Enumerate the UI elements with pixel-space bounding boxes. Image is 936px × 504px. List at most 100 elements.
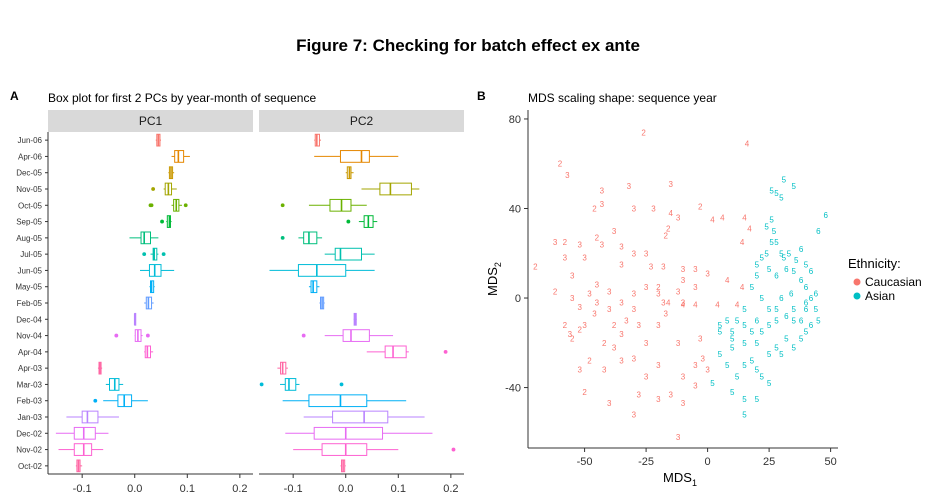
legend-key-asian (853, 292, 861, 300)
mds-point-caucasian: 3 (632, 410, 637, 419)
mds-point-caucasian: 3 (681, 399, 686, 408)
box-pc1-Jul-05 (142, 247, 166, 261)
mds-point-caucasian: 2 (558, 160, 563, 169)
mds-point-asian: 5 (725, 361, 730, 370)
mds-point-caucasian: 3 (595, 281, 600, 290)
mds-point-caucasian: 3 (582, 321, 587, 330)
box-iqr (81, 410, 99, 424)
box-pc2-Mar-03 (259, 378, 344, 391)
mds-point-asian: 5 (767, 350, 772, 359)
mds-point-asian: 5 (791, 182, 796, 191)
outlier-point (183, 203, 188, 208)
panel-b: B MDS scaling shape: sequence year -50 -2… (477, 89, 922, 488)
mds-point-caucasian: 3 (636, 390, 641, 399)
mds-point-caucasian: 4 (693, 301, 698, 310)
category-label: Mar-03 (17, 380, 43, 389)
box-pc2-Jun-06 (314, 133, 322, 147)
mds-point-asian: 6 (809, 321, 814, 330)
pc1-boxes (55, 133, 190, 473)
mds-point-asian: 6 (816, 227, 821, 236)
mds-point-caucasian: 3 (568, 330, 573, 339)
category-label: Jun-06 (18, 136, 43, 145)
mds-point-asian: 5 (767, 305, 772, 314)
box-pc2-Apr-03 (277, 361, 288, 375)
mds-y-tick-label: 0 (515, 293, 521, 305)
mds-point-caucasian: 3 (668, 390, 673, 399)
mds-point-caucasian: 2 (656, 283, 661, 292)
box-pc2-Oct-05 (280, 198, 367, 212)
mds-point-asian: 5 (769, 238, 774, 247)
mds-point-asian: 5 (725, 316, 730, 325)
mds-point-asian: 6 (809, 294, 814, 303)
mds-point-caucasian: 3 (656, 321, 661, 330)
category-label: Apr-06 (18, 152, 43, 161)
mds-point-caucasian: 3 (600, 187, 605, 196)
mds-point-caucasian: 2 (664, 231, 669, 240)
box-pc2-Oct-02 (340, 459, 346, 473)
mds-x-tick-label: -50 (577, 456, 593, 468)
category-label: Oct-05 (18, 201, 43, 210)
mds-x-tick-label: -25 (638, 456, 654, 468)
box-pc2-Jan-03 (303, 410, 425, 424)
mds-point-asian: 5 (742, 361, 747, 370)
mds-point-asian: 5 (804, 260, 809, 269)
panel-a-subtitle: Box plot for first 2 PCs by year-month o… (48, 91, 316, 105)
mds-point-caucasian: 2 (533, 263, 538, 272)
box-pc2-Dec-04 (353, 312, 357, 326)
outlier-point (145, 333, 150, 338)
mds-point-caucasian: 3 (636, 321, 641, 330)
mds-point-caucasian: 3 (693, 361, 698, 370)
outlier-point (151, 187, 156, 191)
outlier-point (93, 398, 98, 403)
mds-point-caucasian: 3 (607, 287, 612, 296)
mds-point-caucasian: 4 (740, 238, 745, 247)
x-tick-label: 0.1 (391, 483, 406, 495)
category-label: Dec-04 (16, 315, 42, 324)
mds-point-caucasian: 3 (681, 265, 686, 274)
mds-point-caucasian: 4 (735, 301, 740, 310)
box-pc2-Nov-04 (301, 329, 394, 342)
mds-point-caucasian: 3 (664, 310, 669, 319)
mds-y-tick-label: -40 (505, 383, 521, 395)
mds-point-caucasian: 3 (624, 316, 629, 325)
x-tick-label: 0.1 (180, 483, 195, 495)
strip-pc1 (48, 110, 253, 132)
outlier-point (301, 333, 306, 338)
mds-point-asian: 5 (735, 316, 740, 325)
mds-point-caucasian: 2 (587, 357, 592, 366)
mds-x-tick-label: 25 (763, 456, 775, 468)
mds-point-caucasian: 3 (693, 283, 698, 292)
legend: Ethnicity: Caucasian Asian (848, 256, 922, 303)
mds-point-asian: 6 (779, 294, 784, 303)
mds-point-asian: 5 (816, 316, 821, 325)
mds-point-caucasian: 4 (666, 299, 671, 308)
category-label: Nov-02 (16, 446, 42, 455)
mds-point-caucasian: 4 (725, 276, 730, 285)
mds-point-caucasian: 3 (661, 263, 666, 272)
mds-point-caucasian: 3 (570, 272, 575, 281)
mds-point-caucasian: 3 (582, 254, 587, 263)
mds-point-asian: 5 (774, 343, 779, 352)
mds-point-asian: 5 (799, 334, 804, 343)
box-pc1-Jan-03 (66, 410, 119, 424)
box-iqr (73, 426, 96, 440)
panel-a-x-ticks: -0.1 0.0 0.1 0.2 -0.1 0.0 0.1 0.2 (73, 474, 459, 495)
panel-a: A Box plot for first 2 PCs by year-month… (10, 89, 464, 495)
mds-point-caucasian: 3 (649, 263, 654, 272)
legend-label-caucasian: Caucasian (865, 275, 922, 289)
legend-title: Ethnicity: (848, 256, 901, 271)
mds-point-caucasian: 3 (661, 299, 666, 308)
mds-x-tick-label: 50 (824, 456, 836, 468)
box-pc1-Mar-03 (105, 378, 124, 391)
mds-point-asian: 6 (799, 276, 804, 285)
box-pc1-Jun-05 (139, 264, 175, 277)
box-iqr (329, 198, 352, 212)
box-iqr (339, 150, 370, 163)
mds-point-asian: 5 (742, 321, 747, 330)
box-pc2-May-05 (308, 280, 320, 294)
box-pc1-Jun-06 (155, 133, 162, 147)
box-iqr (313, 426, 384, 440)
pc2-boxes (259, 133, 456, 473)
mds-point-asian: 5 (742, 339, 747, 348)
